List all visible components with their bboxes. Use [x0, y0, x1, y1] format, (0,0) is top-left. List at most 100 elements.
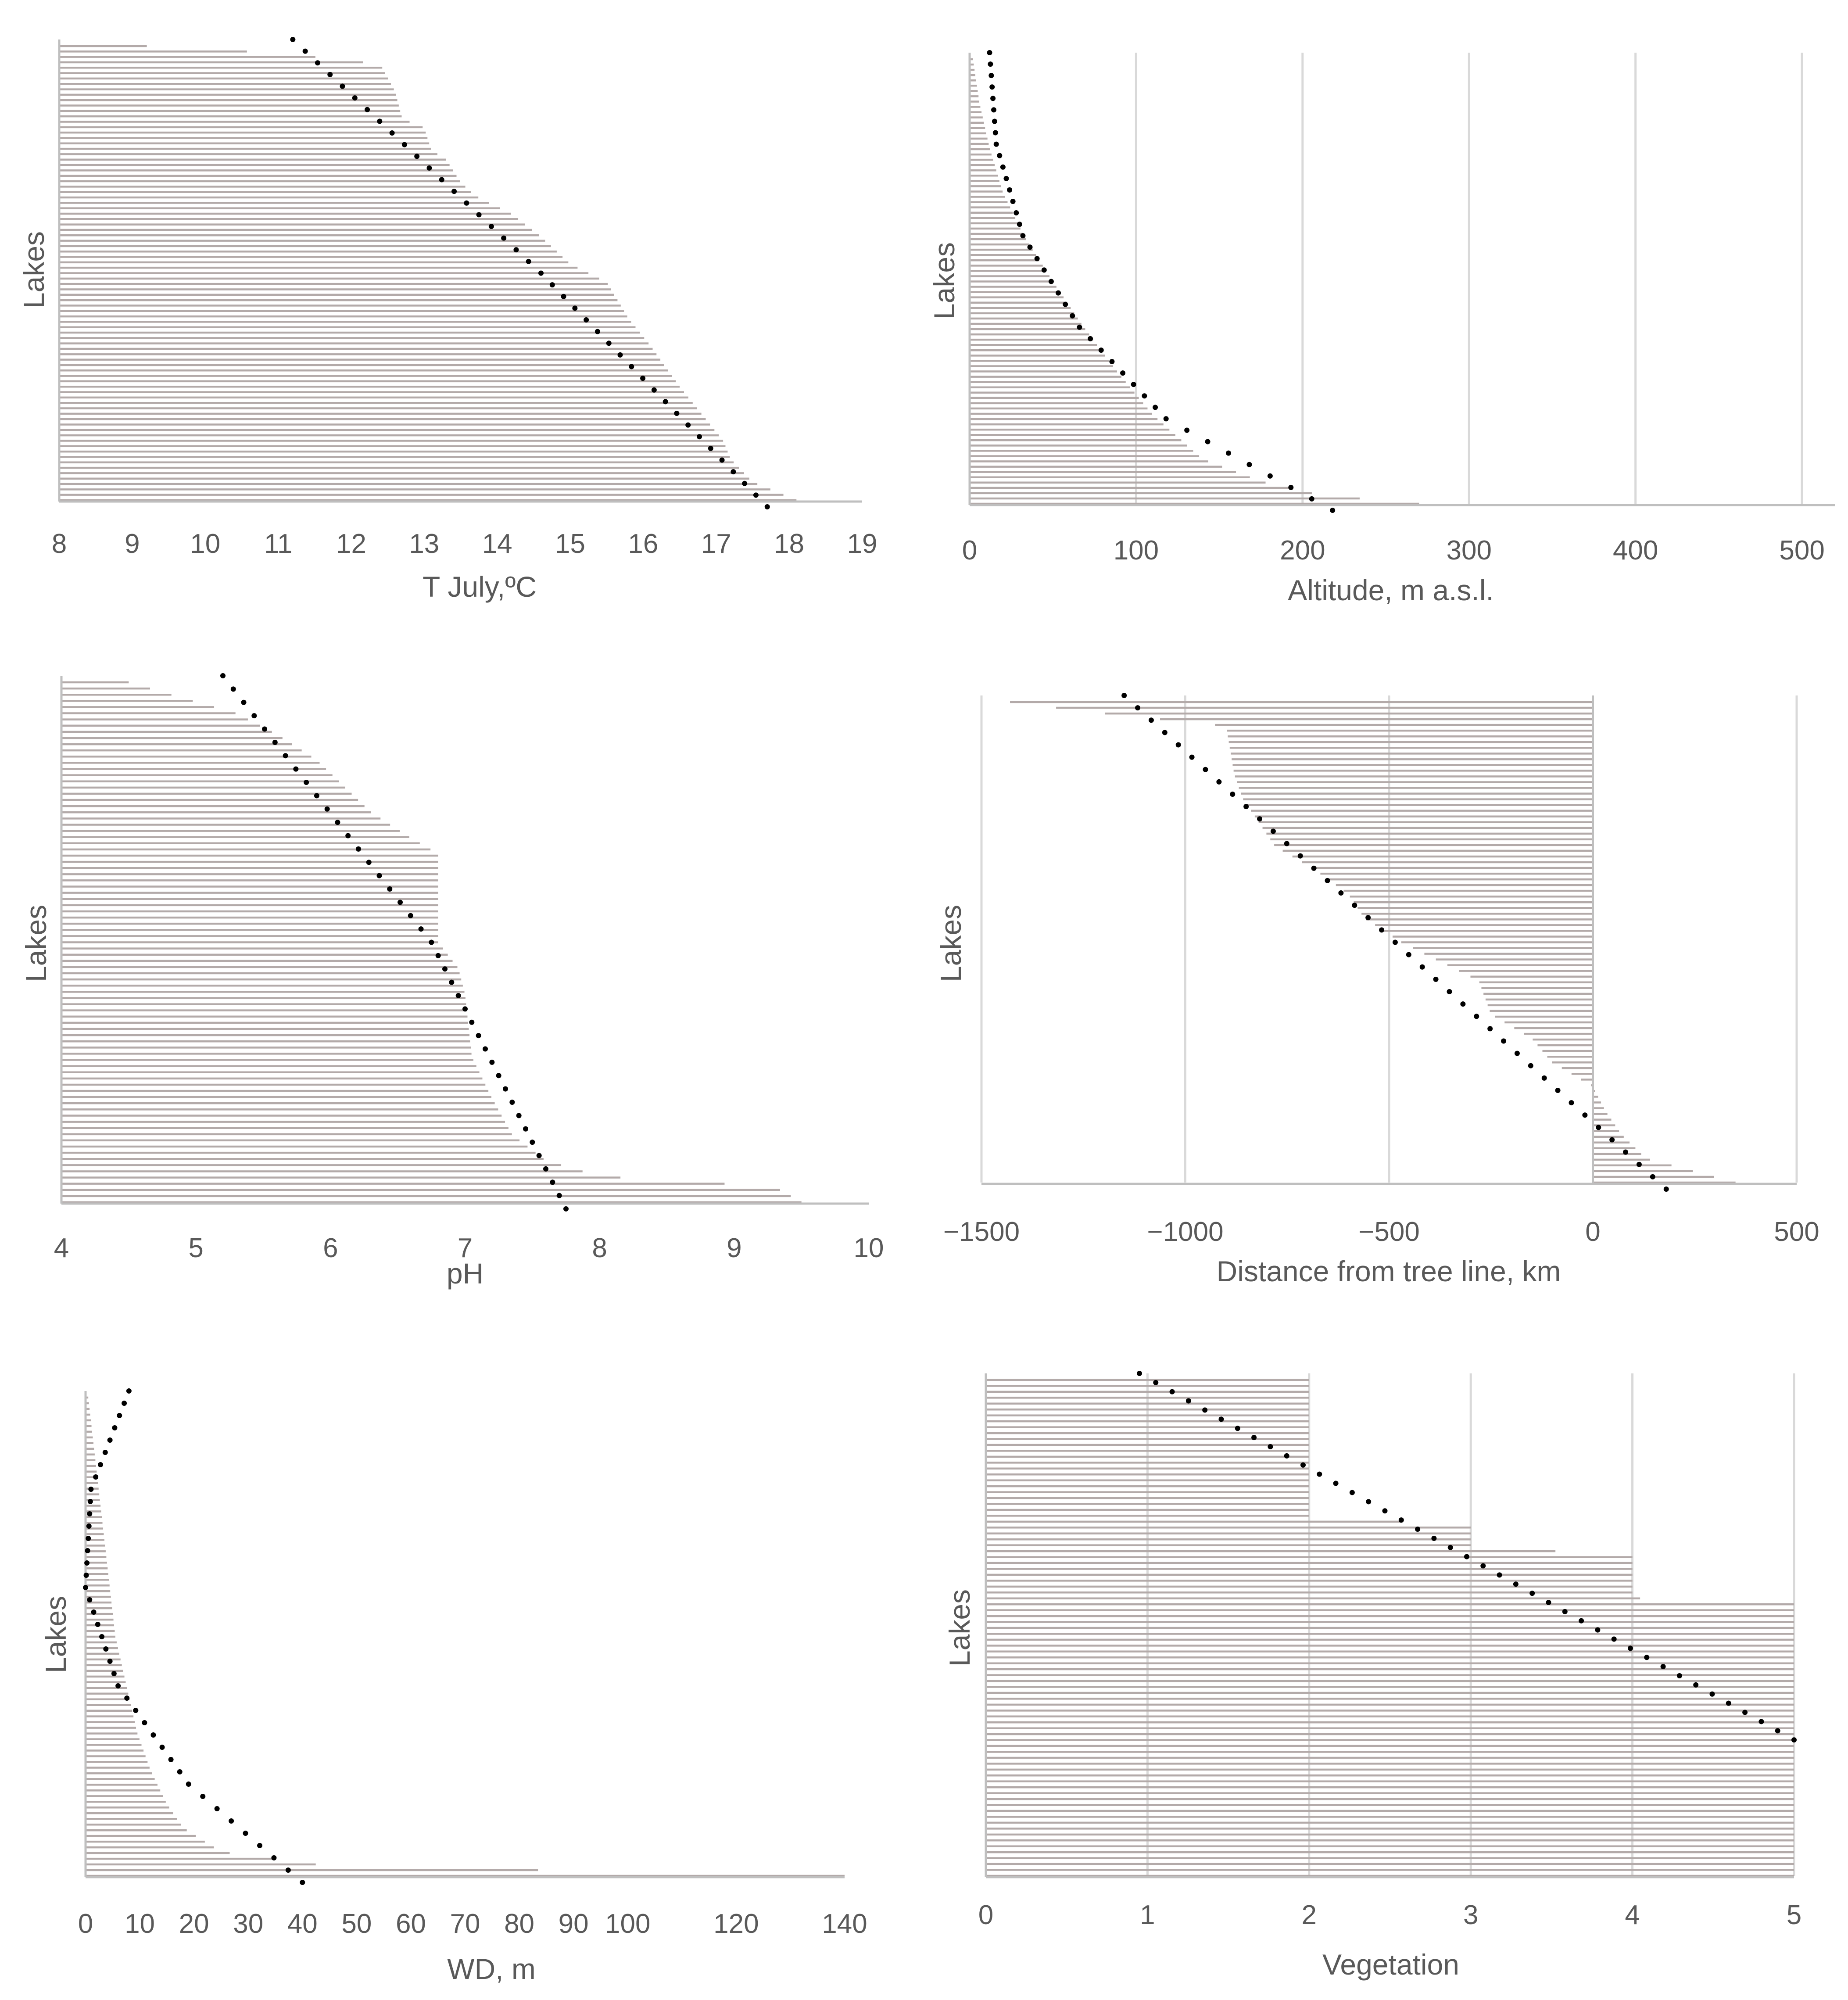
trend-point [987, 50, 992, 55]
trend-point [102, 1450, 108, 1455]
x-tick-label: 6 [323, 1233, 338, 1263]
x-tick-label: 20 [179, 1909, 209, 1939]
trend-point [304, 780, 309, 785]
trend-point [1041, 267, 1047, 273]
trend-point [1175, 742, 1181, 748]
trend-point [523, 1126, 528, 1132]
trend-point [1230, 792, 1236, 797]
trend-point [1742, 1710, 1748, 1715]
panel-vegetation: 0 1 2 3 4 5 Vegetation Lakes [943, 1371, 1801, 1981]
x-tick-label: 5 [1787, 1900, 1801, 1930]
trend-point [1288, 484, 1294, 490]
trend-point [257, 1843, 262, 1848]
trend-point [426, 165, 432, 171]
trend-point [429, 939, 434, 945]
trend-point [377, 118, 383, 124]
trend-point [1528, 1063, 1533, 1068]
trend-point [1676, 1673, 1682, 1679]
trend-point [1153, 1380, 1159, 1385]
trend-point [398, 900, 403, 905]
trend-point [476, 212, 482, 218]
trend-point [1070, 313, 1075, 319]
trend-point [990, 96, 996, 101]
trend-point [1609, 1137, 1615, 1143]
x-tick-label: −500 [1358, 1217, 1420, 1247]
x-tick-label: 100 [1114, 535, 1159, 566]
trend-point [1136, 1371, 1142, 1376]
trend-point [1135, 705, 1141, 711]
trend-point [1333, 1480, 1339, 1486]
x-tick-label: 50 [341, 1909, 372, 1939]
trend-point [719, 457, 725, 463]
trend-point [1309, 496, 1314, 502]
trend-point [1487, 1026, 1493, 1032]
trend-point [988, 73, 994, 79]
trend-point [115, 1683, 121, 1688]
trend-point [1379, 927, 1385, 933]
trend-point [107, 1437, 113, 1443]
trend-point [629, 364, 634, 369]
trend-point [1709, 1691, 1715, 1697]
trend-point [241, 699, 247, 705]
trend-point [1419, 964, 1425, 970]
trend-point [516, 1113, 522, 1118]
trend-point [462, 1006, 468, 1012]
trend-point [103, 1646, 109, 1652]
trend-point [1202, 1407, 1208, 1413]
trend-point [1660, 1664, 1666, 1670]
trend-point [1131, 382, 1136, 387]
x-tick-label: 0 [1585, 1217, 1600, 1247]
trend-point [526, 258, 531, 264]
trend-point [503, 1086, 508, 1092]
x-axis-label: WD, m [447, 1953, 536, 1985]
trend-point [1514, 1050, 1520, 1056]
trend-point [1251, 1435, 1257, 1441]
trend-point [1569, 1100, 1574, 1106]
trend-point [1501, 1038, 1507, 1044]
trend-point [1398, 1517, 1404, 1523]
trend-point [1010, 198, 1016, 204]
trend-point [1077, 324, 1082, 330]
trend-point [1163, 416, 1169, 422]
trend-point [408, 913, 413, 918]
trend-point [685, 422, 691, 428]
trend-point [549, 282, 555, 288]
trend-point [84, 1560, 90, 1566]
trend-point [1546, 1600, 1551, 1605]
x-tick-label: 7 [458, 1233, 473, 1263]
x-tick-label: 9 [125, 529, 140, 559]
trend-point [584, 317, 589, 323]
trend-point [335, 820, 340, 825]
trend-point [1257, 816, 1263, 822]
trend-point [122, 1401, 127, 1406]
trend-point [1366, 1499, 1372, 1505]
panel-t-july: 8 9 10 11 12 13 14 15 16 17 18 19 T July,ºC Lakes [18, 37, 877, 603]
x-tick-label: 10 [854, 1233, 884, 1263]
x-tick-label: 500 [1779, 535, 1824, 566]
trend-point [1267, 473, 1273, 479]
trend-point [1216, 779, 1222, 785]
trend-point [1034, 256, 1040, 262]
trend-point [538, 270, 544, 276]
trend-point [1775, 1728, 1780, 1734]
x-tick-label: 16 [628, 529, 658, 559]
trend-point [87, 1511, 93, 1516]
x-tick-label: 0 [78, 1909, 93, 1939]
x-tick-label: 3 [1463, 1900, 1478, 1930]
trend-point [489, 1059, 495, 1065]
trend-point [1148, 717, 1154, 723]
trend-point [1497, 1572, 1502, 1578]
trend-point [991, 107, 997, 113]
trend-point [1189, 754, 1195, 760]
trend-point [556, 1193, 562, 1198]
trend-point [1447, 1545, 1453, 1550]
trend-point [1513, 1581, 1519, 1587]
trend-point [997, 153, 1003, 158]
trend-point [1169, 1389, 1175, 1394]
x-tick-label: 140 [822, 1909, 867, 1939]
trend-point [606, 341, 612, 346]
panel-distance: −1500 −1000 −500 0 500 Distance from tree li… [935, 693, 1819, 1287]
trend-point [1020, 233, 1026, 239]
trend-point [177, 1769, 183, 1774]
x-tick-label: 80 [504, 1909, 534, 1939]
